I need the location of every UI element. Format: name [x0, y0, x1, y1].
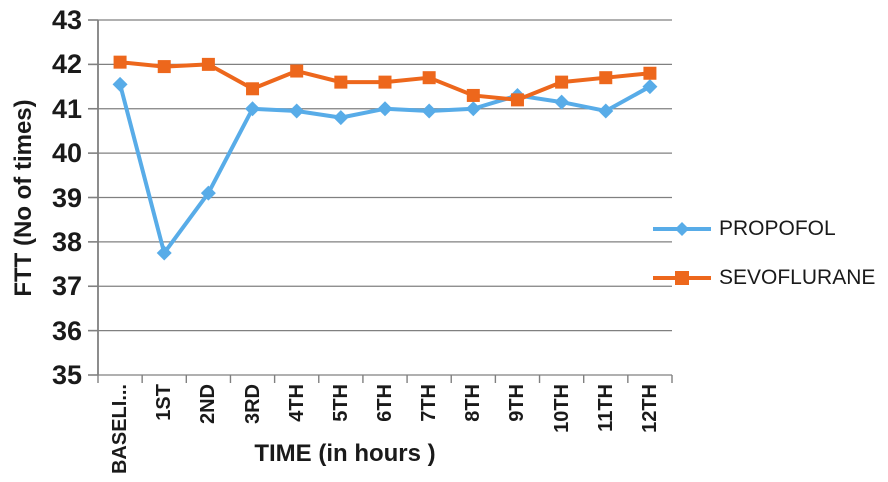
propofol-marker: [333, 110, 349, 126]
x-tick-label: 1ST: [153, 384, 176, 421]
sevoflurane-marker: [643, 66, 657, 80]
legend-label-propofol: PROPOFOL: [719, 217, 836, 240]
sevoflurane-marker: [290, 64, 304, 78]
x-tick-label: 4TH: [285, 384, 308, 422]
legend-item-propofol: PROPOFOL: [652, 212, 836, 246]
y-tick-label: 41: [51, 93, 82, 124]
sevoflurane-marker: [599, 71, 613, 85]
x-tick-label: 7TH: [418, 384, 441, 422]
y-tick-label: 39: [51, 182, 82, 213]
sevoflurane-marker: [334, 75, 348, 89]
x-tick-label: 9TH: [506, 384, 529, 422]
x-tick-label: 3RD: [241, 384, 264, 425]
propofol-marker: [465, 101, 481, 117]
y-tick-label: 42: [51, 49, 82, 80]
y-tick-label: 43: [51, 5, 82, 35]
x-tick-label: 11TH: [594, 384, 617, 432]
x-tick-label: 8TH: [462, 384, 485, 422]
x-tick-label: 6TH: [374, 384, 396, 422]
legend-item-sevoflurane: SEVOFLURANE: [652, 261, 875, 295]
propofol-marker: [156, 245, 172, 261]
propofol-marker: [245, 101, 261, 117]
propofol-marker: [554, 94, 570, 110]
x-tick-label: 2ND: [197, 384, 220, 425]
sevoflurane-marker: [422, 71, 436, 85]
propofol-marker: [421, 103, 437, 119]
sevoflurane-marker: [466, 88, 480, 102]
x-tick-label: 5TH: [329, 384, 352, 422]
sevoflurane-marker: [246, 82, 260, 96]
sevoflurane-marker: [510, 93, 524, 107]
y-tick-label: 36: [51, 315, 82, 346]
x-tick-label: 10TH: [550, 384, 573, 433]
y-tick-label: 37: [51, 271, 82, 302]
sevoflurane-marker: [201, 57, 215, 71]
x-tick-label: BASELI...: [109, 384, 132, 475]
propofol-marker: [200, 185, 216, 201]
propofol-marker: [112, 76, 128, 92]
propofol-marker: [642, 79, 658, 95]
x-tick-label: 12TH: [638, 384, 661, 433]
y-tick-label: 38: [51, 226, 82, 257]
propofol-line-icon: [653, 222, 711, 236]
y-tick-label: 40: [51, 138, 82, 169]
sevoflurane-marker: [378, 75, 392, 89]
sevoflurane-marker: [157, 60, 171, 74]
propofol-marker: [289, 103, 305, 119]
sevoflurane-marker: [555, 75, 569, 89]
propofol-marker: [598, 103, 614, 119]
sevoflurane-marker: [113, 55, 127, 69]
x-axis-title: TIME (in hours ): [254, 440, 436, 467]
y-tick-label: 35: [51, 360, 82, 390]
sevoflurane-line-icon: [653, 271, 711, 285]
legend: PROPOFOL SEVOFLURANE: [652, 0, 888, 482]
legend-label-sevoflurane: SEVOFLURANE: [719, 266, 876, 289]
propofol-marker: [377, 101, 393, 117]
